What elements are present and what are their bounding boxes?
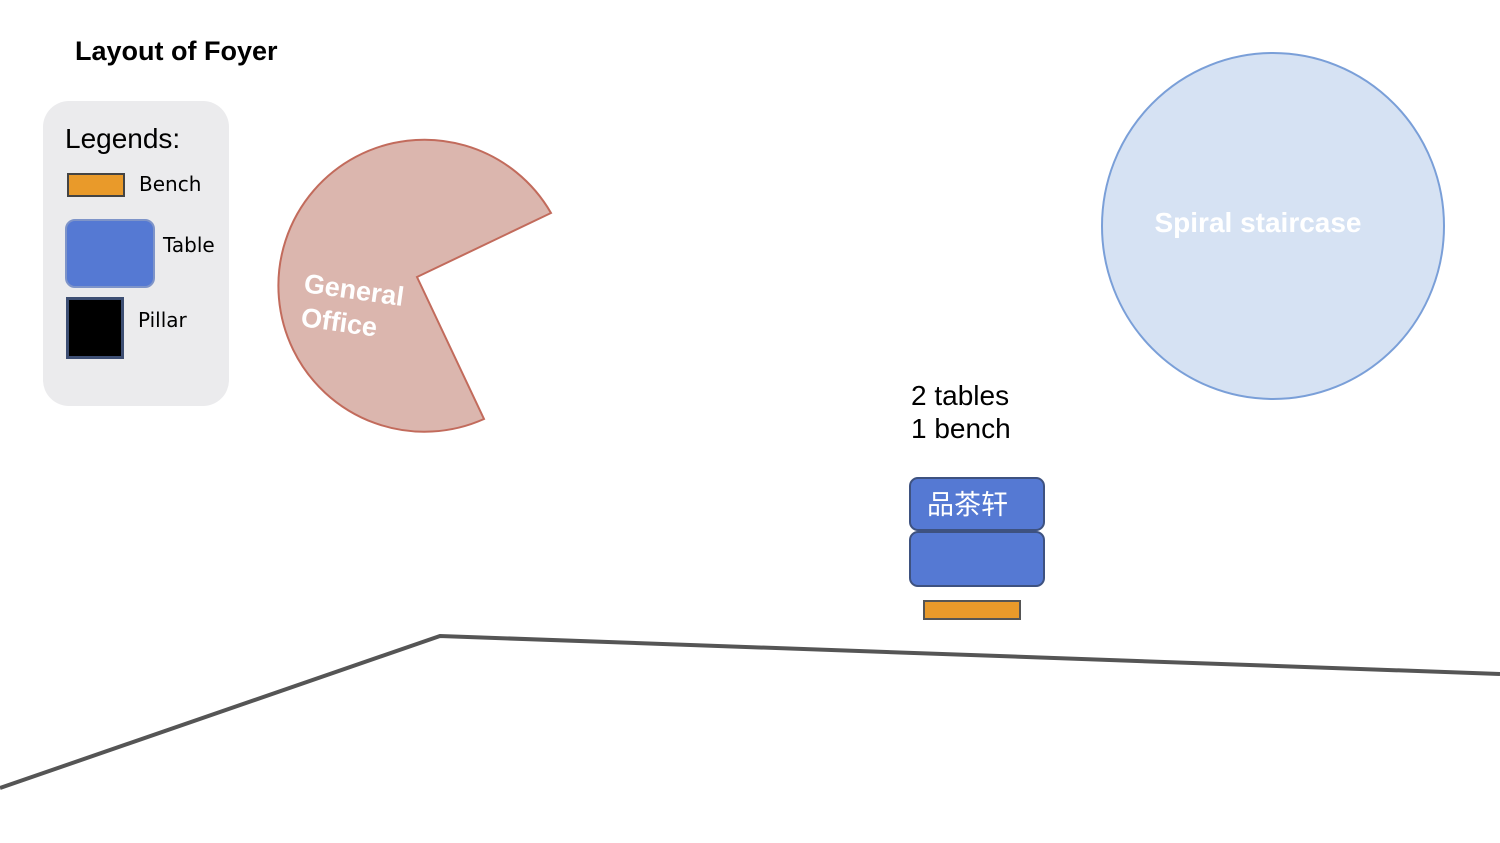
legend-bench-label: Bench xyxy=(139,172,202,196)
caption-bench: 1 bench xyxy=(911,413,1011,444)
page-title: Layout of Foyer xyxy=(75,36,278,66)
legend-table-swatch xyxy=(65,219,155,288)
legend-pillar-swatch xyxy=(66,297,124,359)
table-bottom xyxy=(909,531,1045,587)
legend-pillar-label: Pillar xyxy=(138,308,187,332)
table-group-caption: 2 tables 1 bench xyxy=(911,379,1011,445)
table-top xyxy=(909,477,1045,531)
legend-bench-swatch xyxy=(67,173,125,197)
table-top-label: 品茶轩 xyxy=(927,490,1008,521)
spiral-staircase-circle xyxy=(1101,52,1445,400)
general-office-shape xyxy=(277,138,553,433)
spiral-staircase-label: Spiral staircase xyxy=(1154,207,1361,238)
wall-line xyxy=(0,633,1500,790)
caption-tables: 2 tables xyxy=(911,380,1010,411)
legend-table-label: Table xyxy=(163,233,215,257)
bench xyxy=(923,600,1021,620)
legend-heading: Legends: xyxy=(65,123,181,154)
